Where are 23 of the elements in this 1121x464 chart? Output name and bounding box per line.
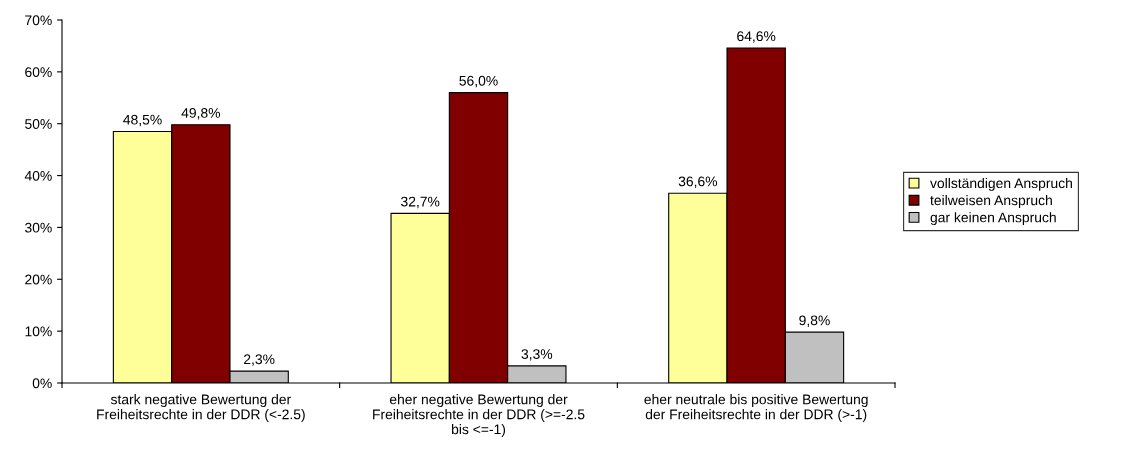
- data-label: 48,5%: [123, 114, 162, 127]
- y-tick-label: 10%: [25, 326, 52, 337]
- legend-label: gar keinen Anspruch: [930, 212, 1056, 226]
- data-label: 36,6%: [678, 176, 718, 188]
- y-tick-label: 40%: [24, 170, 52, 181]
- legend-label: vollständigen Anspruch: [930, 177, 1072, 191]
- x-tick-label: stark negative Bewertung der Freiheitsrechte in der DDR (<-2.5): [97, 394, 305, 423]
- y-tick-label: 70%: [25, 15, 52, 26]
- data-label: 32,7%: [401, 196, 440, 209]
- legend-label: teilweisen Anspruch: [930, 195, 1052, 208]
- data-label: 49,8%: [181, 108, 221, 120]
- x-tick-label: eher negative Bewertung der Freiheitsrechte in der DDR (>=-2.5 bis <=-1): [373, 394, 585, 437]
- x-tick-label: eher neutrale bis positive Bewertung der Freiheitsrechte in der DDR (>-1): [644, 394, 868, 423]
- y-tick-label: 60%: [25, 67, 52, 78]
- data-label: 3,3%: [521, 349, 553, 361]
- y-tick-label: 20%: [25, 274, 52, 285]
- y-tick-label: 0%: [32, 378, 52, 389]
- data-label: 56,0%: [459, 75, 498, 88]
- data-label: 9,8%: [799, 315, 830, 327]
- y-tick-label: 50%: [25, 119, 52, 129]
- data-label: 2,3%: [244, 354, 275, 366]
- data-label: 64,6%: [737, 31, 776, 43]
- y-tick-label: 30%: [25, 222, 52, 233]
